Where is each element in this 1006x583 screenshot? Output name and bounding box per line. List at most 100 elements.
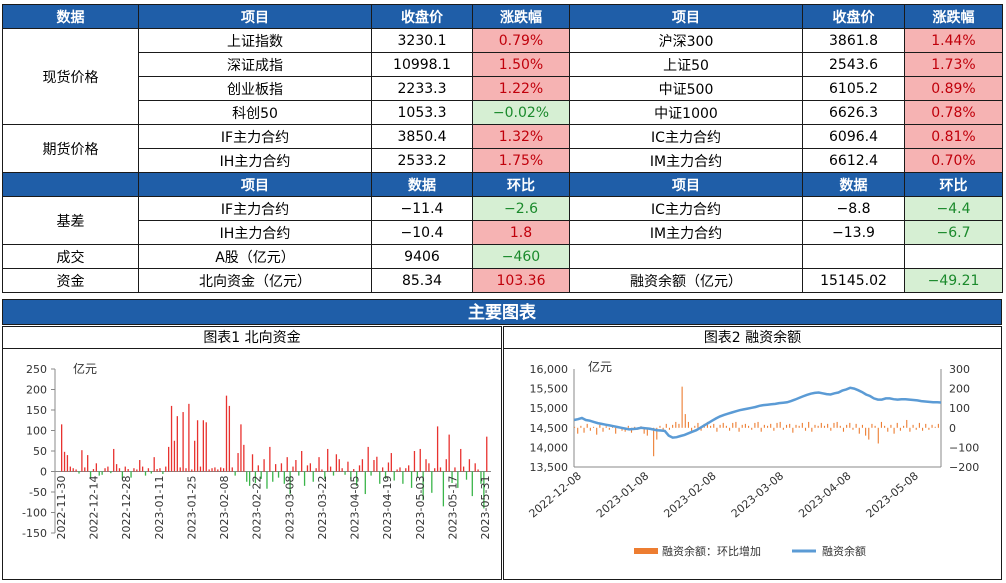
- bar: [817, 425, 819, 428]
- bar: [254, 471, 257, 483]
- bar: [173, 440, 176, 472]
- chart1-title: 图表1 北向资金: [3, 327, 501, 349]
- header-cell: 项目: [569, 172, 803, 197]
- bar: [716, 427, 718, 432]
- bar: [643, 427, 645, 434]
- y-axis-label: 亿元: [588, 359, 612, 374]
- bar: [78, 471, 80, 474]
- bar: [744, 423, 746, 428]
- main-charts-banner: 主要图表: [2, 299, 1002, 325]
- bar: [773, 427, 775, 431]
- bar: [156, 469, 158, 472]
- bar: [589, 427, 591, 431]
- bar: [350, 471, 352, 480]
- bar: [804, 427, 807, 431]
- x-tick-label: 2023-02-22: [251, 476, 264, 540]
- bar: [808, 421, 810, 428]
- header-cell: 环比: [472, 172, 570, 197]
- bar: [205, 422, 207, 472]
- basis-value: −8.8: [802, 196, 905, 221]
- bar: [675, 421, 677, 428]
- bar: [738, 427, 740, 432]
- close-value: 2533.2: [371, 148, 473, 173]
- bar: [823, 425, 826, 428]
- bar: [301, 451, 303, 472]
- bar: [596, 427, 598, 435]
- bar: [81, 450, 83, 472]
- bar: [384, 471, 387, 479]
- bar: [577, 427, 579, 434]
- x-tick-label: 2023-02-08: [218, 476, 231, 540]
- change-value: 0.70%: [904, 148, 1003, 173]
- bar: [358, 465, 361, 472]
- bar: [580, 425, 582, 428]
- x-tick-label: 2023-05-17: [446, 476, 459, 540]
- x-tick-label: 2023-01-11: [153, 476, 166, 540]
- header-cell: 数据: [371, 172, 473, 197]
- bar: [387, 462, 390, 472]
- basis-value: −13.9: [802, 220, 905, 245]
- bar: [659, 425, 661, 428]
- bar: [451, 471, 453, 483]
- basis-value: −11.4: [371, 196, 473, 221]
- change-value: −0.02%: [472, 100, 570, 125]
- bar: [237, 453, 239, 472]
- bar: [782, 427, 784, 430]
- bar: [877, 427, 879, 444]
- bar: [222, 468, 225, 472]
- x-tick-label: 2023-01-08: [594, 469, 651, 520]
- table-row: 项目 数据 环比 项目 数据 环比: [2, 172, 1003, 197]
- index-name: 中证1000: [569, 100, 803, 125]
- bar: [801, 422, 803, 428]
- bar: [133, 468, 135, 472]
- bar: [884, 425, 886, 428]
- bar: [370, 471, 372, 476]
- x-tick-label: 2023-05-08: [864, 469, 921, 520]
- bar: [170, 405, 173, 472]
- bar: [176, 416, 178, 472]
- bar: [928, 427, 930, 430]
- bar: [653, 427, 655, 457]
- bar: [413, 451, 416, 472]
- capital-value: 15145.02: [802, 268, 905, 293]
- y-axis-label: 亿元: [73, 361, 97, 376]
- change-value: −6.7: [904, 220, 1003, 245]
- bar: [234, 471, 236, 476]
- bar: [257, 465, 259, 472]
- contract-name: IH主力合约: [138, 148, 372, 173]
- bar: [486, 436, 488, 472]
- bar: [124, 466, 126, 472]
- bar: [436, 426, 439, 472]
- bar: [217, 469, 219, 472]
- bar: [592, 426, 595, 428]
- bar: [321, 469, 323, 472]
- bar: [776, 422, 778, 428]
- bar: [770, 423, 772, 428]
- y-tick-label: 250: [26, 363, 47, 376]
- bar: [798, 425, 800, 428]
- bar: [439, 467, 442, 472]
- table-row: 期货价格 IF主力合约 3850.4 1.32% IC主力合约 6096.4 0.81%: [2, 124, 1003, 173]
- bar: [757, 421, 759, 428]
- empty-cell: [904, 244, 1003, 269]
- change-value: 1.50%: [472, 52, 570, 77]
- chart1-panel: 图表1 北向资金 250 200 150 100 50 0 -50 -100 -150 亿元 202…: [2, 326, 502, 580]
- bar: [827, 423, 829, 428]
- bar: [214, 467, 216, 472]
- bar: [678, 423, 680, 428]
- bar: [471, 471, 473, 497]
- header-cell: 涨跌幅: [904, 4, 1003, 29]
- bar: [373, 460, 375, 472]
- bar: [741, 424, 743, 428]
- bar: [893, 427, 895, 434]
- chart2-panel: 图表2 融资余额 16,000 15,500 15,000 14,500 14,000 1…: [503, 326, 1002, 580]
- bar: [754, 422, 756, 428]
- bar: [687, 421, 689, 428]
- index-name: 中证500: [569, 76, 803, 101]
- close-value: 3861.8: [802, 28, 905, 53]
- bar: [312, 471, 314, 482]
- bar: [324, 471, 326, 479]
- empty-cell: [569, 244, 803, 269]
- capital-label: 资金: [2, 268, 139, 293]
- bar: [719, 424, 721, 428]
